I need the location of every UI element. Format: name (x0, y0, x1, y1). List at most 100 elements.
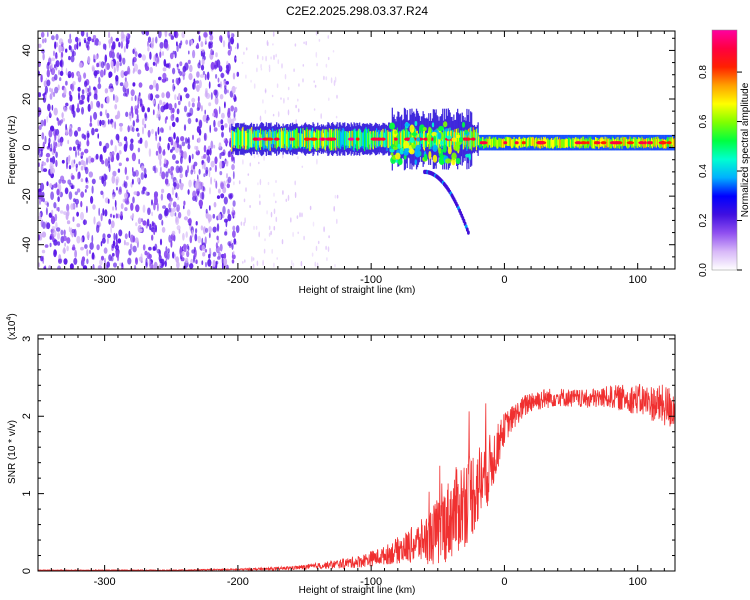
noise-blob (183, 247, 187, 253)
noise-blob (142, 244, 146, 251)
noise-blob (90, 100, 94, 110)
noise-blob (165, 171, 169, 178)
noise-blob (78, 161, 81, 166)
band-core (526, 139, 528, 149)
noise-blob (160, 166, 162, 174)
noise-blob (193, 254, 195, 264)
noise-blob (56, 227, 61, 232)
noise-blob (118, 150, 122, 155)
noise-blob (205, 166, 209, 175)
structure-blob (403, 150, 409, 156)
noise-blob (101, 237, 106, 244)
noise-blob (66, 210, 70, 217)
noise-blob (222, 40, 226, 48)
structure-blob (468, 153, 471, 161)
noise-blob (116, 63, 119, 72)
noise-blob (201, 160, 205, 164)
noise-blob (198, 79, 202, 89)
band-core (296, 128, 298, 149)
bottom-x-tick-label: 0 (501, 576, 507, 588)
noise-blob (223, 252, 227, 260)
structure-blob (427, 134, 432, 143)
band-core (366, 129, 368, 150)
bottom-x-tick-label: 100 (629, 576, 647, 588)
noise-blob (228, 34, 231, 43)
noise-blob (232, 225, 236, 231)
hot-spot (521, 141, 526, 145)
noise-blob (70, 55, 75, 63)
noise-blob (87, 56, 91, 64)
noise-blob (55, 159, 58, 168)
band-core (496, 140, 498, 149)
noise-blob (232, 171, 235, 180)
noise-blob (77, 172, 79, 180)
noise-blob (109, 88, 114, 93)
noise-blob (104, 174, 108, 180)
faint-blob (275, 180, 277, 183)
noise-blob (115, 233, 118, 242)
band-core (364, 129, 366, 152)
noise-blob (209, 187, 211, 195)
noise-blob (65, 123, 67, 131)
noise-blob (204, 132, 206, 142)
faint-blob (323, 75, 325, 81)
noise-blob (107, 156, 111, 164)
noise-blob (157, 126, 160, 135)
noise-blob (190, 39, 193, 46)
band-core (336, 130, 338, 148)
noise-blob (217, 213, 222, 221)
noise-blob (96, 62, 100, 68)
noise-blob (54, 41, 57, 49)
structure-blob (424, 153, 428, 161)
noise-blob (96, 224, 100, 233)
band-core (572, 139, 574, 149)
noise-blob (115, 37, 120, 42)
noise-blob (196, 107, 200, 111)
structure-blob (437, 132, 442, 140)
noise-blob (147, 41, 149, 47)
noise-blob (224, 231, 228, 236)
band-core (527, 137, 529, 147)
noise-blob (141, 165, 145, 171)
noise-blob (117, 238, 122, 244)
structure-blob (414, 120, 418, 127)
noise-blob (119, 82, 124, 87)
noise-blob (50, 216, 56, 225)
faint-blob (233, 181, 235, 186)
band-core (340, 132, 342, 147)
noise-blob (219, 35, 223, 42)
faint-blob (273, 225, 276, 231)
structure-blob (403, 140, 410, 149)
band-core (400, 131, 402, 150)
band-core (565, 138, 567, 147)
noise-blob (215, 74, 218, 79)
band-core (286, 130, 288, 151)
faint-blob (291, 259, 293, 266)
noise-blob (125, 140, 128, 149)
faint-blob (233, 120, 235, 127)
band-core (263, 131, 265, 150)
noise-blob (91, 127, 95, 136)
noise-blob (104, 209, 108, 217)
noise-blob (56, 188, 60, 196)
noise-blob (78, 62, 83, 68)
noise-blob (145, 65, 150, 72)
noise-blob (199, 74, 205, 78)
noise-blob (82, 265, 88, 269)
noise-blob (138, 82, 143, 88)
faint-blob (287, 109, 290, 116)
structure-blob (397, 158, 403, 166)
noise-blob (208, 43, 213, 49)
noise-blob (93, 111, 98, 120)
noise-blob (120, 203, 124, 210)
band-core (657, 136, 659, 146)
noise-blob (204, 109, 206, 115)
band-core (280, 128, 282, 148)
noise-blob (137, 94, 141, 102)
faint-blob (328, 97, 330, 101)
noise-blob (44, 135, 47, 145)
band-core (236, 132, 238, 149)
band-core (592, 139, 594, 149)
noise-blob (180, 40, 183, 46)
noise-blob (133, 63, 138, 72)
